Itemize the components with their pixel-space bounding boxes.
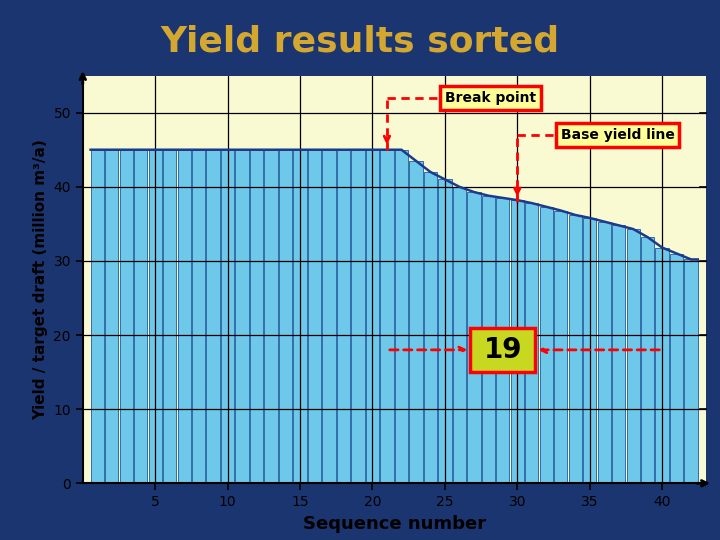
Bar bbox=[120, 150, 133, 483]
Bar bbox=[626, 229, 640, 483]
Bar bbox=[235, 150, 249, 483]
Bar bbox=[409, 161, 423, 483]
Bar bbox=[655, 247, 669, 483]
Bar bbox=[685, 259, 698, 483]
Text: 19: 19 bbox=[484, 336, 522, 364]
Text: Base yield line: Base yield line bbox=[561, 128, 675, 142]
Bar bbox=[525, 203, 539, 483]
Bar bbox=[539, 207, 553, 483]
Bar bbox=[598, 221, 611, 483]
Bar bbox=[670, 253, 683, 483]
Text: Break point: Break point bbox=[445, 91, 536, 105]
Bar bbox=[453, 187, 466, 483]
Bar bbox=[337, 150, 350, 483]
Bar bbox=[250, 150, 264, 483]
Text: Yield results sorted: Yield results sorted bbox=[161, 24, 559, 58]
Bar bbox=[554, 211, 567, 483]
Bar bbox=[438, 179, 451, 483]
Bar bbox=[424, 172, 437, 483]
Bar bbox=[293, 150, 307, 483]
Bar bbox=[207, 150, 220, 483]
Bar bbox=[482, 195, 495, 483]
Bar bbox=[496, 198, 510, 483]
FancyBboxPatch shape bbox=[470, 328, 536, 372]
Bar bbox=[351, 150, 364, 483]
Bar bbox=[641, 237, 654, 483]
Bar bbox=[221, 150, 234, 483]
Bar bbox=[395, 150, 408, 483]
Bar bbox=[91, 150, 104, 483]
Bar bbox=[323, 150, 336, 483]
Bar bbox=[192, 150, 205, 483]
Y-axis label: Yield / target draft (million m³/a): Yield / target draft (million m³/a) bbox=[33, 139, 48, 420]
Bar bbox=[380, 150, 394, 483]
Bar bbox=[178, 150, 191, 483]
Bar bbox=[467, 192, 480, 483]
Bar bbox=[163, 150, 176, 483]
Bar bbox=[612, 225, 626, 483]
Bar bbox=[583, 218, 596, 483]
Bar bbox=[134, 150, 148, 483]
Bar bbox=[569, 215, 582, 483]
Bar bbox=[148, 150, 162, 483]
Bar bbox=[510, 200, 524, 483]
X-axis label: Sequence number: Sequence number bbox=[302, 515, 486, 532]
Bar bbox=[366, 150, 379, 483]
Bar bbox=[264, 150, 278, 483]
Bar bbox=[279, 150, 292, 483]
Bar bbox=[308, 150, 321, 483]
Bar bbox=[105, 150, 118, 483]
